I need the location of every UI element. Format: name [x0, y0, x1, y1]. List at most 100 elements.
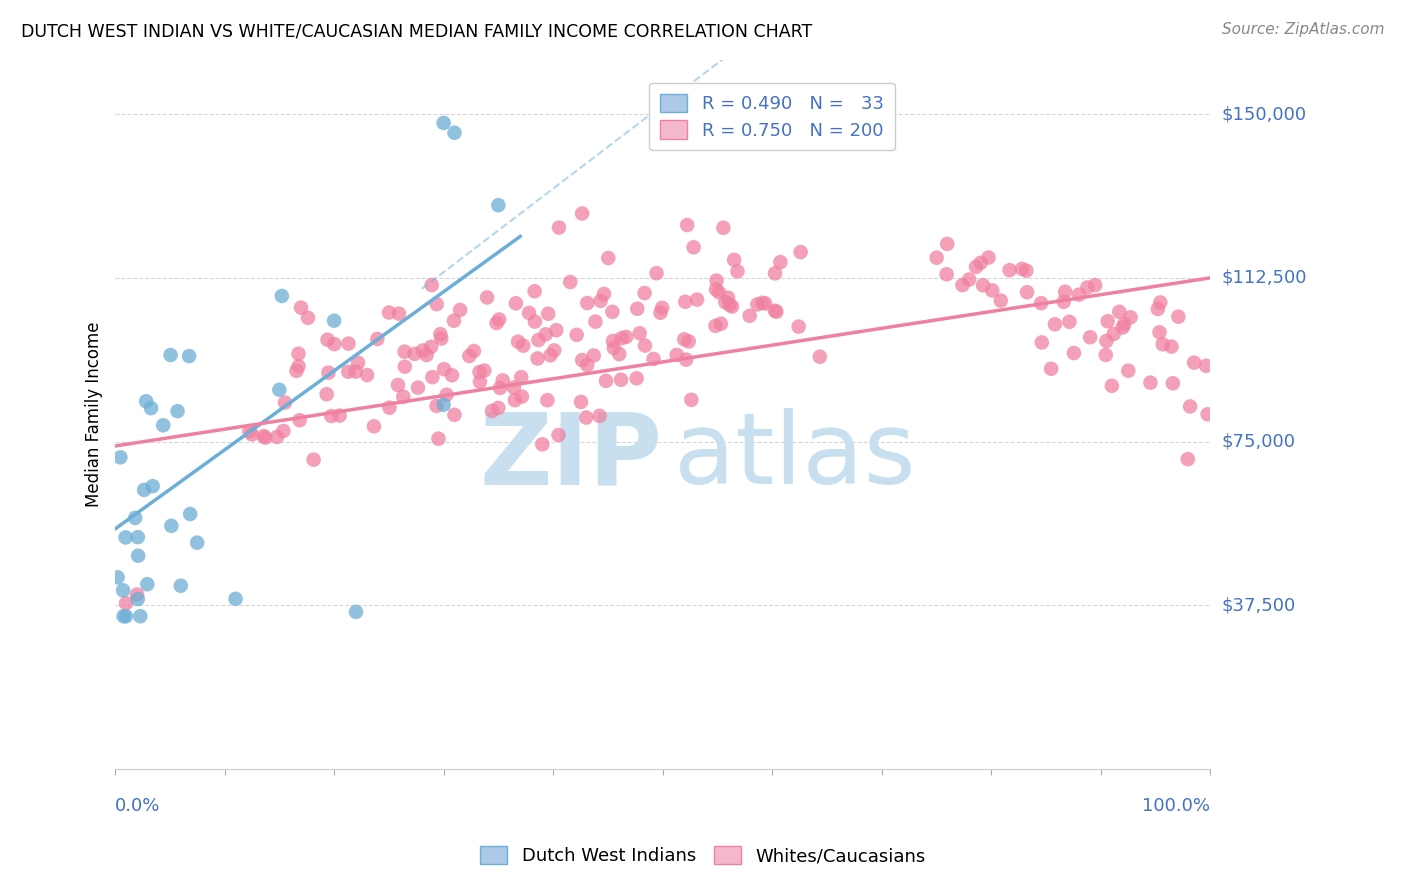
Point [1094, 348, 1116, 362]
Point [254, 431, 277, 445]
Point [1149, 326, 1171, 340]
Point [626, 301, 648, 316]
Point [510, 370, 533, 384]
Text: Source: ZipAtlas.com: Source: ZipAtlas.com [1222, 22, 1385, 37]
Point [1078, 330, 1101, 344]
Point [129, 609, 152, 624]
Point [427, 432, 450, 446]
Point [420, 340, 443, 354]
Point [440, 368, 463, 383]
Point [582, 349, 605, 363]
Point [738, 309, 761, 323]
Point [160, 519, 183, 533]
Point [492, 373, 515, 387]
Point [136, 577, 159, 591]
Point [1195, 359, 1218, 373]
Text: 0.0%: 0.0% [115, 797, 160, 815]
Point [598, 251, 620, 265]
Point [152, 418, 174, 433]
Point [1149, 295, 1171, 310]
Point [127, 592, 149, 607]
Text: DUTCH WEST INDIAN VS WHITE/CAUCASIAN MEDIAN FAMILY INCOME CORRELATION CHART: DUTCH WEST INDIAN VS WHITE/CAUCASIAN MED… [21, 22, 813, 40]
Point [135, 394, 157, 409]
Point [523, 315, 546, 329]
Point [571, 353, 593, 368]
Point [404, 347, 426, 361]
Point [754, 296, 776, 310]
Point [686, 293, 709, 307]
Point [285, 364, 308, 378]
Point [1097, 314, 1119, 328]
Point [443, 408, 465, 422]
Point [565, 327, 588, 342]
Point [1102, 326, 1125, 341]
Point [543, 343, 565, 358]
Point [1031, 335, 1053, 350]
Point [363, 419, 385, 434]
Point [449, 302, 471, 317]
Point [536, 393, 558, 408]
Point [969, 256, 991, 270]
Point [124, 511, 146, 525]
Point [717, 291, 740, 305]
Point [925, 251, 948, 265]
Point [318, 366, 340, 380]
Point [179, 349, 201, 363]
Point [510, 390, 533, 404]
Point [394, 359, 416, 374]
Point [537, 307, 560, 321]
Point [936, 236, 959, 251]
Point [420, 278, 443, 293]
Legend: Dutch West Indians, Whites/Caucasians: Dutch West Indians, Whites/Caucasians [471, 837, 935, 874]
Point [665, 348, 688, 362]
Point [115, 609, 138, 624]
Point [425, 399, 447, 413]
Point [769, 255, 792, 269]
Point [602, 305, 624, 319]
Point [747, 297, 769, 311]
Point [107, 570, 129, 584]
Point [1076, 280, 1098, 294]
Point [502, 380, 524, 394]
Text: $75,000: $75,000 [1222, 433, 1295, 450]
Point [607, 347, 630, 361]
Point [707, 285, 730, 300]
Point [540, 348, 562, 362]
Point [475, 290, 498, 304]
Point [485, 316, 508, 330]
Point [1161, 376, 1184, 391]
Point [344, 605, 367, 619]
Point [547, 428, 569, 442]
Point [159, 348, 181, 362]
Point [523, 285, 546, 299]
Point [706, 273, 728, 287]
Point [711, 220, 734, 235]
Point [1146, 301, 1168, 316]
Point [432, 116, 454, 130]
Text: $37,500: $37,500 [1222, 597, 1295, 615]
Point [302, 452, 325, 467]
Point [125, 587, 148, 601]
Text: $112,500: $112,500 [1222, 268, 1306, 287]
Point [645, 266, 668, 280]
Point [588, 409, 610, 423]
Point [628, 326, 651, 341]
Point [1063, 346, 1085, 360]
Point [721, 300, 744, 314]
Point [704, 318, 727, 333]
Point [1182, 356, 1205, 370]
Point [981, 284, 1004, 298]
Point [1177, 452, 1199, 467]
Point [763, 266, 786, 280]
Point [589, 293, 612, 308]
Point [426, 297, 449, 311]
Point [270, 289, 292, 303]
Point [166, 404, 188, 418]
Point [965, 260, 987, 274]
Point [1053, 294, 1076, 309]
Point [678, 334, 700, 349]
Point [1095, 334, 1118, 348]
Point [1043, 318, 1066, 332]
Point [412, 343, 434, 358]
Point [1114, 317, 1136, 331]
